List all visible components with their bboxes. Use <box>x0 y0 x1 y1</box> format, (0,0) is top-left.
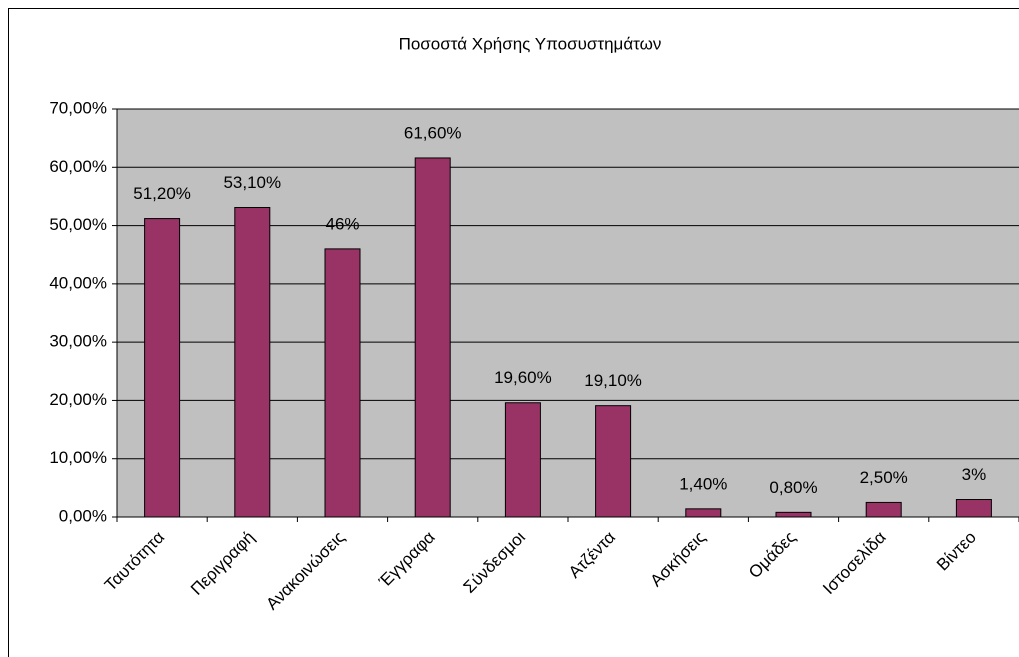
value-label: 19,10% <box>584 371 642 390</box>
bar <box>144 218 181 518</box>
bar <box>234 207 271 518</box>
value-label: 51,20% <box>133 184 191 203</box>
y-tick-label: 60,00% <box>49 157 107 176</box>
y-tick-label: 50,00% <box>49 215 107 234</box>
bar <box>324 248 361 518</box>
bar <box>595 405 632 518</box>
bar <box>865 501 902 518</box>
value-label: 2,50% <box>860 468 908 487</box>
y-tick-label: 70,00% <box>49 98 107 117</box>
value-label: 3% <box>962 465 987 484</box>
value-label: 1,40% <box>679 474 727 493</box>
bar <box>955 499 992 518</box>
value-label: 19,60% <box>494 368 552 387</box>
chart-title: Ποσοστά Χρήσης Υποσυστημάτων <box>399 34 662 53</box>
y-tick-label: 0,00% <box>59 506 107 525</box>
y-tick-label: 10,00% <box>49 448 107 467</box>
value-label: 53,10% <box>223 173 281 192</box>
y-tick-label: 40,00% <box>49 273 107 292</box>
value-label: 61,60% <box>404 123 462 142</box>
value-label: 46% <box>325 214 359 233</box>
bar <box>414 157 451 518</box>
y-tick-label: 30,00% <box>49 332 107 351</box>
bar <box>685 508 722 518</box>
bar <box>775 511 812 518</box>
y-tick-label: 20,00% <box>49 390 107 409</box>
value-label: 0,80% <box>769 478 817 497</box>
bar <box>504 402 541 518</box>
